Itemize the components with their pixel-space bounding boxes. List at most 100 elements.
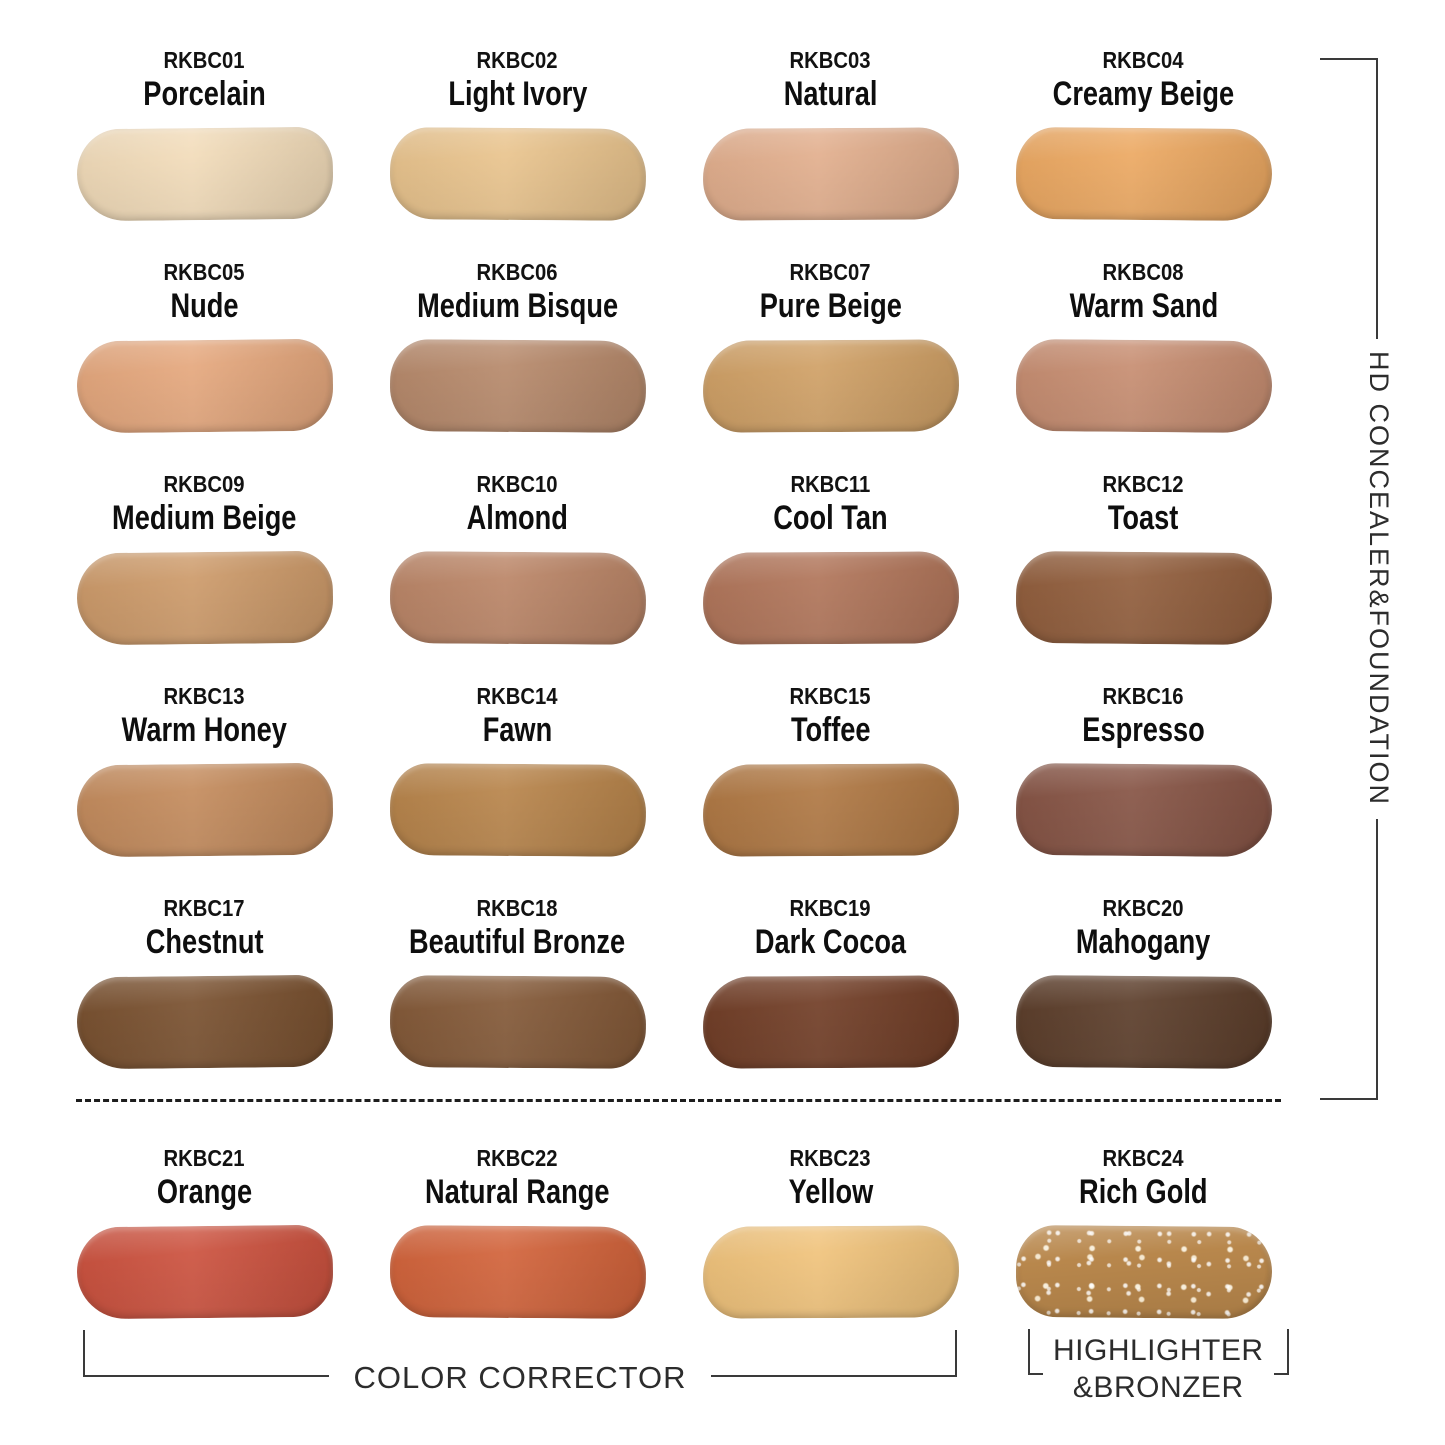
swatch-name: Pure Beige — [759, 286, 902, 325]
swatch-code: RKBC10 — [477, 471, 558, 497]
swatch-name: Natural Range — [425, 1172, 610, 1211]
swatch-name: Nude — [170, 286, 239, 325]
swatch-cell: RKBC11 Cool Tan — [674, 470, 987, 682]
swatch-color-smear — [702, 127, 959, 221]
swatch-cell: RKBC13 Warm Honey — [48, 682, 361, 894]
swatch-color-smear — [76, 550, 333, 646]
bracket-corner — [1028, 1329, 1043, 1375]
swatch-cell: RKBC18 Beautiful Bronze — [361, 894, 674, 1106]
bracket-segment — [710, 1330, 958, 1377]
swatch-cell: RKBC09 Medium Beige — [48, 470, 361, 682]
swatch-cell: RKBC24 Rich Gold — [987, 1106, 1300, 1319]
bracket-segment — [1320, 818, 1378, 1101]
swatch-code: RKBC07 — [790, 259, 871, 285]
swatch-name: Light Ivory — [447, 74, 588, 113]
swatch-name: Medium Beige — [112, 498, 297, 537]
swatch-name: Warm Honey — [121, 710, 288, 749]
swatch-code: RKBC22 — [477, 1145, 558, 1171]
swatch-cell: RKBC20 Mahogany — [987, 894, 1300, 1106]
swatch-code: RKBC16 — [1103, 683, 1184, 709]
swatch-cell: RKBC19 Dark Cocoa — [674, 894, 987, 1106]
swatch-cell: RKBC14 Fawn — [361, 682, 674, 894]
swatch-color-smear — [1015, 126, 1272, 221]
swatch-name: Espresso — [1082, 710, 1205, 749]
swatch-cell: RKBC17 Chestnut — [48, 894, 361, 1106]
swatch-code: RKBC17 — [164, 895, 245, 921]
swatch-color-smear — [1015, 1224, 1272, 1319]
swatch-code: RKBC11 — [790, 471, 871, 497]
swatch-name: Mahogany — [1076, 922, 1211, 961]
highlighter-label-line1: HIGHLIGHTER — [1053, 1334, 1264, 1367]
swatch-color-smear — [702, 551, 959, 645]
category-divider-dashed-line — [76, 1099, 1281, 1102]
swatch-name: Medium Bisque — [417, 286, 618, 325]
swatch-code: RKBC08 — [1103, 259, 1184, 285]
bracket-segment — [1320, 58, 1378, 340]
color-corrector-bracket: COLOR CORRECTOR — [83, 1330, 958, 1393]
swatch-code: RKBC04 — [1103, 47, 1184, 73]
swatch-code: RKBC09 — [164, 471, 245, 497]
swatch-cell: RKBC05 Nude — [48, 258, 361, 470]
swatch-color-smear — [389, 1224, 646, 1319]
swatch-name: Chestnut — [145, 922, 264, 961]
swatch-color-smear — [1015, 762, 1272, 857]
swatch-code: RKBC24 — [1103, 1145, 1184, 1171]
swatch-color-smear — [1015, 974, 1272, 1069]
swatch-color-smear — [389, 338, 646, 433]
swatch-color-smear — [1015, 550, 1272, 645]
swatch-cell: RKBC01 Porcelain — [48, 46, 361, 258]
swatch-cell: RKBC16 Espresso — [987, 682, 1300, 894]
swatch-name: Beautiful Bronze — [409, 922, 626, 961]
swatch-color-smear — [76, 1224, 333, 1320]
swatch-code: RKBC23 — [790, 1145, 871, 1171]
swatch-cell: RKBC08 Warm Sand — [987, 258, 1300, 470]
concealer-foundation-bracket: HD CONCEALER&FOUNDATION — [1320, 58, 1394, 1101]
swatch-color-smear — [1015, 338, 1272, 433]
swatch-color-smear — [702, 975, 959, 1069]
swatch-color-smear — [76, 126, 333, 222]
swatch-code: RKBC14 — [477, 683, 558, 709]
swatch-name: Toffee — [790, 710, 871, 749]
swatch-name: Porcelain — [143, 74, 266, 113]
swatch-cell: RKBC10 Almond — [361, 470, 674, 682]
swatch-cell: RKBC22 Natural Range — [361, 1106, 674, 1319]
swatch-code: RKBC02 — [477, 47, 558, 73]
swatch-color-smear — [389, 762, 646, 857]
swatch-name: Rich Gold — [1079, 1172, 1208, 1211]
swatch-code: RKBC20 — [1103, 895, 1184, 921]
swatch-cell: RKBC23 Yellow — [674, 1106, 987, 1319]
swatch-color-smear — [389, 550, 646, 645]
swatch-name: Creamy Beige — [1052, 74, 1235, 113]
swatch-cell: RKBC03 Natural — [674, 46, 987, 258]
swatch-code: RKBC21 — [164, 1145, 245, 1171]
highlighter-bronzer-label: HIGHLIGHTER &BRONZER — [1043, 1329, 1274, 1406]
swatch-name: Cool Tan — [773, 498, 888, 537]
swatch-color-smear — [76, 762, 333, 858]
swatch-name: Toast — [1108, 498, 1179, 537]
swatch-color-smear — [389, 126, 646, 221]
swatch-code: RKBC03 — [790, 47, 871, 73]
swatch-name: Orange — [156, 1172, 253, 1211]
swatch-cell: RKBC04 Creamy Beige — [987, 46, 1300, 258]
swatch-grid: RKBC01 Porcelain RKBC02 Light Ivory RKBC… — [48, 46, 1300, 1320]
swatch-name: Natural — [783, 74, 878, 113]
highlighter-label-line2: &BRONZER — [1072, 1370, 1244, 1404]
swatch-color-smear — [702, 763, 959, 857]
swatch-cell: RKBC15 Toffee — [674, 682, 987, 894]
swatch-code: RKBC13 — [164, 683, 245, 709]
swatch-cell: RKBC02 Light Ivory — [361, 46, 674, 258]
bracket-segment — [83, 1330, 330, 1377]
swatch-color-smear — [76, 974, 333, 1070]
highlighter-bronzer-bracket: HIGHLIGHTER &BRONZER — [1028, 1329, 1289, 1406]
swatch-code: RKBC06 — [477, 259, 558, 285]
swatch-code: RKBC01 — [164, 47, 245, 73]
swatch-cell: RKBC21 Orange — [48, 1106, 361, 1320]
swatch-cell: RKBC06 Medium Bisque — [361, 258, 674, 470]
swatch-name: Yellow — [788, 1172, 873, 1211]
swatch-cell: RKBC07 Pure Beige — [674, 258, 987, 470]
color-corrector-label: COLOR CORRECTOR — [353, 1360, 687, 1396]
swatch-code: RKBC18 — [477, 895, 558, 921]
swatch-code: RKBC12 — [1103, 471, 1184, 497]
bracket-corner — [1273, 1329, 1289, 1375]
